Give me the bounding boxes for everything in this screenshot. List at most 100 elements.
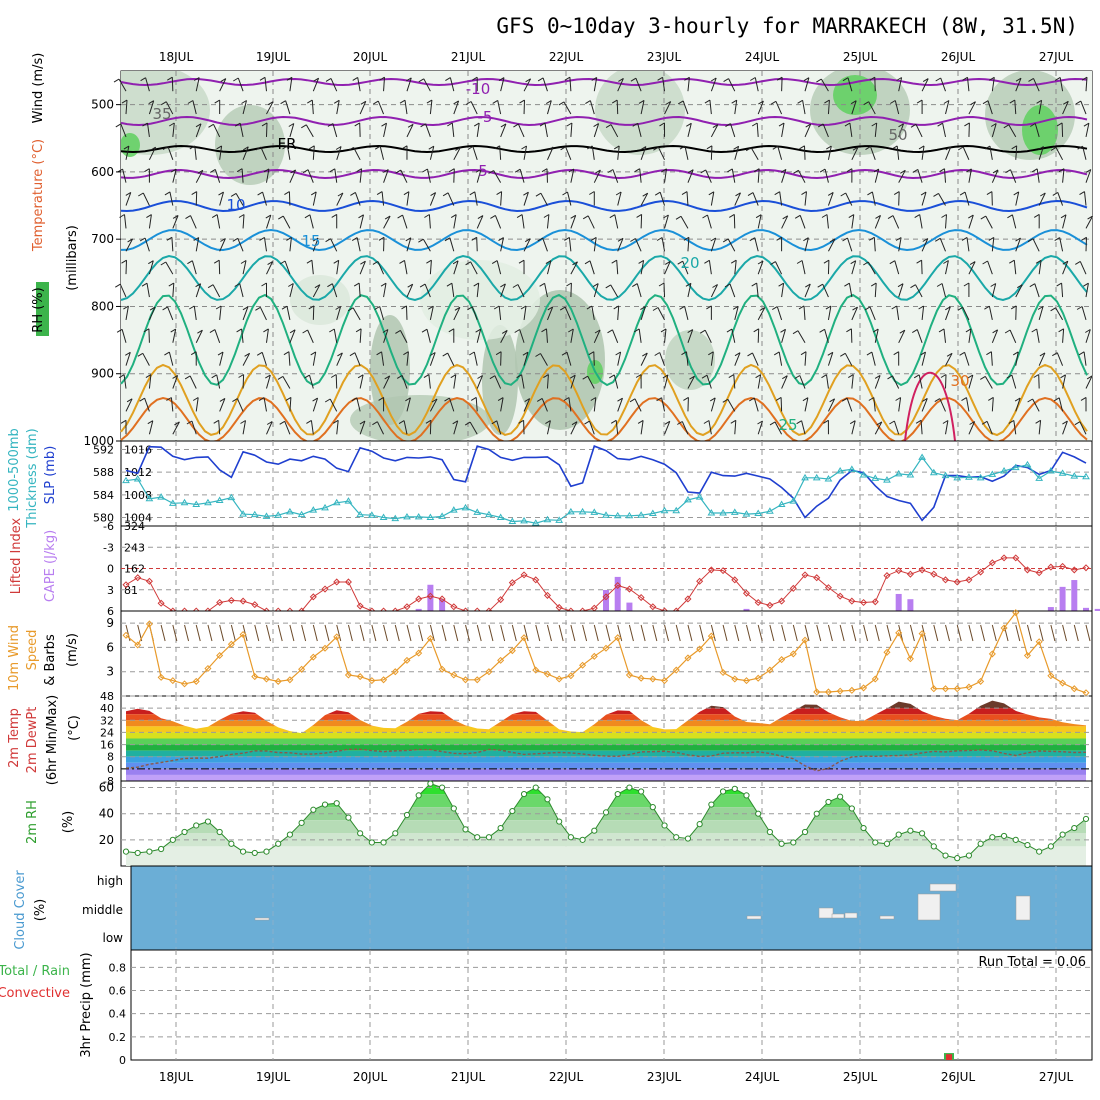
wind-barb-flag xyxy=(501,329,508,334)
thickness-marker xyxy=(742,510,751,517)
thickness-marker xyxy=(918,453,926,460)
rh-marker xyxy=(193,822,200,829)
rh-marker xyxy=(333,800,340,807)
wind-barb-flag xyxy=(564,236,570,241)
wind-barb xyxy=(517,284,525,298)
wind-barb xyxy=(494,375,502,389)
wind-barb-flag xyxy=(683,236,690,241)
wind-barb-flag xyxy=(513,123,519,128)
wind-barb-flag xyxy=(684,76,690,81)
wind-barb xyxy=(892,375,900,389)
wind-barb xyxy=(827,352,834,366)
wind-barb-flag xyxy=(543,214,550,218)
wind-barb-flag xyxy=(127,238,133,243)
wind-barb xyxy=(687,329,694,343)
wind-barb-flag xyxy=(492,99,498,104)
wind-barb xyxy=(944,168,947,183)
isotherm-15 xyxy=(120,228,1088,252)
wind-barb-flag xyxy=(524,238,531,243)
thickness-marker xyxy=(215,496,224,503)
wind-barb xyxy=(871,191,876,206)
wind-barb xyxy=(406,191,410,206)
y-tick-label: 592 xyxy=(93,444,114,457)
wind-barb xyxy=(898,77,903,92)
wind-speed-marker xyxy=(579,661,587,669)
cloud-block xyxy=(818,907,834,919)
wind-barb-flag xyxy=(922,397,928,402)
wind-barb-flag xyxy=(700,169,706,174)
wind-barb-flag xyxy=(1062,260,1069,265)
wind-barb-flag xyxy=(941,214,947,218)
wind-barb-flag xyxy=(850,100,857,105)
wind-barb-flag xyxy=(290,169,296,174)
wind-barb xyxy=(966,237,970,252)
wind-barb xyxy=(874,168,880,183)
thickness-marker xyxy=(824,474,833,482)
wind-barb-flag xyxy=(378,396,384,401)
wind-barb-flag xyxy=(516,214,523,219)
wind-barb xyxy=(237,77,244,92)
wind-barb-flag xyxy=(963,282,970,287)
wind-barb xyxy=(333,328,338,343)
wind-barb-flag xyxy=(310,351,316,356)
wind-barb-flag xyxy=(988,396,994,401)
wind-barb-flag xyxy=(187,100,194,104)
wind-speed-marker xyxy=(181,680,189,688)
wind-barb xyxy=(379,306,385,321)
wind-barb-flag xyxy=(566,122,573,127)
wind-barb xyxy=(617,351,622,366)
wind-barb-flag xyxy=(358,214,364,219)
rh-marker xyxy=(837,793,844,800)
wind-barb-flag xyxy=(1075,260,1081,265)
wind-barb xyxy=(780,397,783,412)
wind-barb-flag xyxy=(258,397,265,402)
wind-barb xyxy=(757,100,764,115)
thickness-marker xyxy=(625,511,634,519)
surface-wind-barb xyxy=(582,624,588,642)
isotherm-40 xyxy=(904,372,956,442)
wind-barb-flag xyxy=(890,100,896,104)
wind-barb xyxy=(734,192,741,206)
wind-barb xyxy=(148,100,155,115)
wind-barb-flag xyxy=(236,168,243,173)
wind-barb-flag xyxy=(677,260,683,265)
wind-speed-marker xyxy=(122,631,130,639)
wind-barb-flag xyxy=(939,168,945,173)
wind-barb xyxy=(125,352,131,366)
wind-barb xyxy=(1085,123,1090,138)
wind-barb xyxy=(727,238,736,252)
rh-marker xyxy=(708,801,715,808)
wind-barb xyxy=(239,123,244,138)
wind-barb-flag xyxy=(935,77,941,82)
thickness-marker xyxy=(1035,474,1044,481)
wind-barb-flag xyxy=(782,375,788,380)
wind-barb xyxy=(664,168,667,183)
wind-barb-flag xyxy=(823,419,829,424)
wind-barb xyxy=(570,168,575,183)
wind-barb xyxy=(289,169,297,183)
wind-speed-marker xyxy=(672,666,680,674)
wind-barb-flag xyxy=(934,398,941,403)
lifted-index-marker xyxy=(145,577,153,585)
wind-barb xyxy=(453,307,461,321)
wind-barb-flag xyxy=(467,146,474,150)
wind-barb xyxy=(266,261,274,275)
lifted-index-marker xyxy=(520,571,528,579)
wind-barb xyxy=(686,191,689,206)
wind-barb xyxy=(1009,329,1017,343)
wind-barb-flag xyxy=(844,122,851,127)
wind-barb xyxy=(214,329,221,343)
wind-barb-flag xyxy=(285,396,292,401)
wind-barb xyxy=(778,351,783,366)
wind-barb-flag xyxy=(218,191,224,196)
wind-speed-marker xyxy=(216,651,224,660)
wind-barb-flag xyxy=(916,259,922,264)
temp-label: 2m Temp xyxy=(7,708,22,768)
wind-barb-flag xyxy=(259,76,266,81)
wind-barb-flag xyxy=(1033,213,1040,218)
wind-speed-marker xyxy=(1070,685,1078,693)
wind-barb xyxy=(968,101,976,115)
lifted-index-marker xyxy=(614,581,622,590)
wind-barb xyxy=(918,374,923,389)
wind-barb xyxy=(1038,192,1046,206)
